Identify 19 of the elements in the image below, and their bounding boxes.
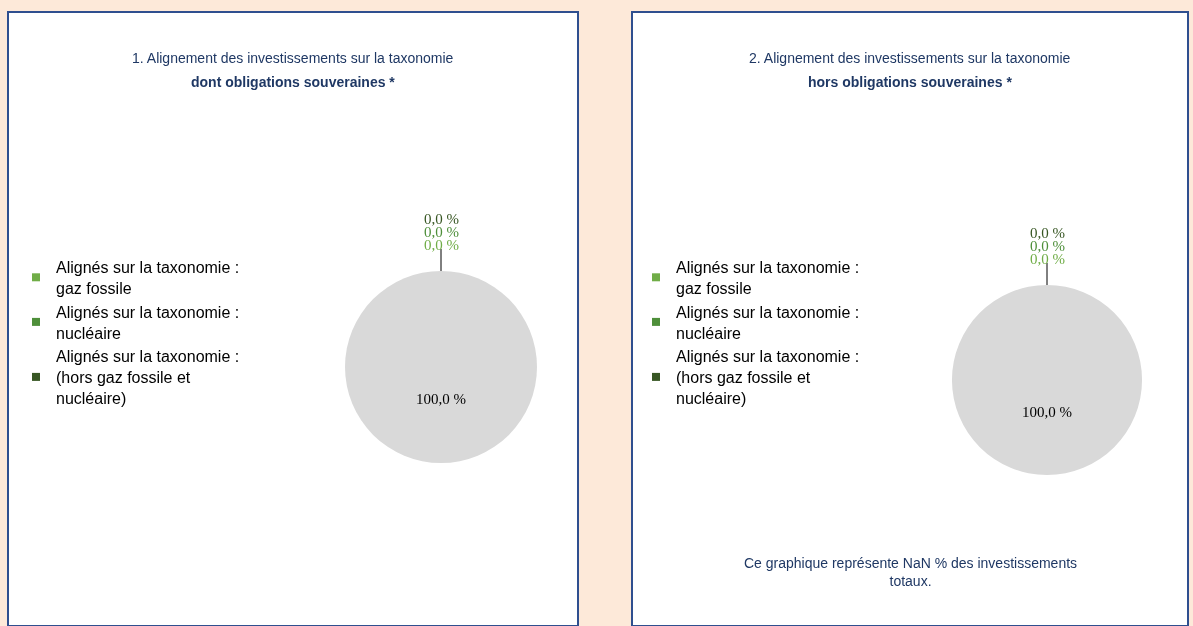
text: 0,0 % [424, 211, 459, 227]
data-label: 100,0 % [416, 391, 466, 407]
text: 0,0 % [1030, 238, 1065, 254]
text: 0,0 % [1030, 251, 1065, 267]
text: 0,0 % [424, 237, 459, 253]
text: Ce graphique représente NaN % des investissements totaux. [744, 555, 1078, 590]
legend-label: Alignés sur la taxonomie : gaz fossile [676, 259, 860, 297]
legend-label: Alignés sur la taxonomie : (hors gaz fossile et nucléaire) [56, 348, 240, 407]
text: 0,0 % [424, 224, 459, 240]
chart-title: 1. Alignement des investissements sur la taxonomie [132, 50, 454, 66]
legend-label: Alignés sur la taxonomie : nucléaire [56, 303, 240, 342]
text: 0,0 % [1030, 225, 1065, 241]
chart-subtitle: dont obligations souveraines * [191, 74, 396, 90]
legend-label: Alignés sur la taxonomie : (hors gaz fossile et nucléaire) [676, 348, 860, 407]
data-label: 100,0 % [1022, 404, 1072, 420]
chart-subtitle: hors obligations souveraines * [808, 74, 1013, 90]
legend-label: Alignés sur la taxonomie : nucléaire [676, 303, 860, 342]
chart-title: 2. Alignement des investissements sur la taxonomie [749, 50, 1071, 66]
legend-label: Alignés sur la taxonomie : gaz fossile [56, 259, 240, 297]
